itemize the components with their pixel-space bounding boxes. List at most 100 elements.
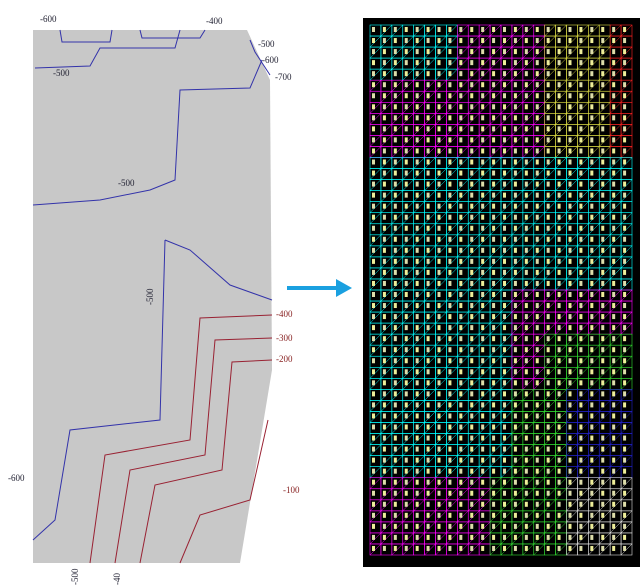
node-marker (525, 49, 528, 54)
node-marker (612, 546, 615, 551)
node-marker (623, 480, 626, 485)
node-marker (427, 425, 430, 430)
node-marker (514, 425, 517, 430)
node-marker (590, 82, 593, 87)
contour-label: -500 (118, 178, 135, 188)
node-marker (525, 402, 528, 407)
node-marker (427, 248, 430, 253)
node-marker (448, 171, 451, 176)
node-marker (536, 314, 539, 319)
node-marker (623, 436, 626, 441)
node-marker (383, 237, 386, 242)
node-marker (503, 115, 506, 120)
node-marker (558, 436, 561, 441)
node-marker (470, 425, 473, 430)
node-marker (438, 226, 441, 231)
node-marker (601, 82, 604, 87)
node-marker (492, 513, 495, 518)
node-marker (590, 71, 593, 76)
node-marker (569, 303, 572, 308)
node-marker (470, 535, 473, 540)
node-marker (438, 436, 441, 441)
node-marker (569, 425, 572, 430)
node-marker (372, 369, 375, 374)
node-marker (623, 336, 626, 341)
node-marker (383, 391, 386, 396)
node-marker (492, 193, 495, 198)
node-marker (503, 336, 506, 341)
node-marker (569, 358, 572, 363)
node-marker (579, 160, 582, 165)
node-marker (470, 358, 473, 363)
node-marker (579, 402, 582, 407)
node-marker (590, 237, 593, 242)
node-marker (601, 436, 604, 441)
node-marker (383, 447, 386, 452)
node-marker (590, 480, 593, 485)
node-marker (416, 281, 419, 286)
node-marker (470, 281, 473, 286)
node-marker (601, 369, 604, 374)
node-marker (536, 436, 539, 441)
node-marker (525, 380, 528, 385)
node-marker (372, 182, 375, 187)
node-marker (394, 171, 397, 176)
node-marker (416, 469, 419, 474)
node-marker (525, 148, 528, 153)
node-marker (525, 126, 528, 131)
node-marker (590, 93, 593, 98)
node-marker (579, 524, 582, 529)
node-marker (536, 104, 539, 109)
node-marker (623, 391, 626, 396)
node-marker (481, 104, 484, 109)
node-marker (459, 546, 462, 551)
node-marker (405, 215, 408, 220)
node-marker (503, 171, 506, 176)
node-marker (427, 204, 430, 209)
node-marker (405, 93, 408, 98)
node-marker (372, 137, 375, 142)
node-marker (383, 215, 386, 220)
node-marker (601, 182, 604, 187)
node-marker (547, 325, 550, 330)
node-marker (601, 160, 604, 165)
node-marker (481, 126, 484, 131)
node-marker (558, 27, 561, 32)
node-marker (470, 402, 473, 407)
node-marker (536, 215, 539, 220)
node-marker (536, 60, 539, 65)
node-marker (558, 303, 561, 308)
node-marker (579, 82, 582, 87)
node-marker (372, 436, 375, 441)
node-marker (394, 469, 397, 474)
node-marker (459, 148, 462, 153)
node-marker (569, 82, 572, 87)
node-marker (416, 436, 419, 441)
node-marker (394, 104, 397, 109)
node-marker (612, 71, 615, 76)
node-marker (427, 160, 430, 165)
node-marker (448, 27, 451, 32)
node-marker (536, 502, 539, 507)
node-marker (405, 248, 408, 253)
node-marker (416, 314, 419, 319)
node-marker (470, 215, 473, 220)
node-marker (536, 480, 539, 485)
node-marker (394, 447, 397, 452)
node-marker (459, 60, 462, 65)
node-marker (558, 137, 561, 142)
node-marker (470, 82, 473, 87)
node-marker (383, 281, 386, 286)
node-marker (448, 248, 451, 253)
node-marker (612, 347, 615, 352)
node-marker (481, 292, 484, 297)
node-marker (503, 413, 506, 418)
node-marker (623, 413, 626, 418)
node-marker (590, 413, 593, 418)
node-marker (514, 325, 517, 330)
node-marker (448, 82, 451, 87)
node-marker (547, 303, 550, 308)
node-marker (547, 502, 550, 507)
node-marker (470, 436, 473, 441)
node-marker (536, 226, 539, 231)
